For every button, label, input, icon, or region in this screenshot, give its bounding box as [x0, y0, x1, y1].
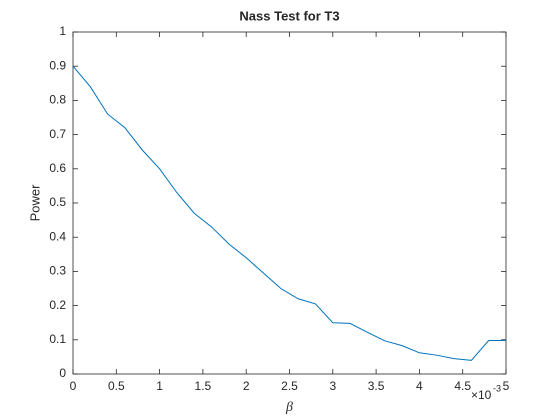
- y-tick-label: 0.5: [49, 195, 66, 209]
- x-tick-label: 2: [243, 379, 250, 393]
- y-tick-label: 0.9: [49, 58, 66, 72]
- x-axis-label: β: [285, 400, 293, 415]
- x-multiplier-base: ×10: [471, 388, 492, 402]
- chart-title: Nass Test for T3: [239, 8, 339, 23]
- x-tick-label: 2.5: [281, 379, 298, 393]
- x-tick-label: 4.5: [454, 379, 471, 393]
- x-tick-label: 3.5: [368, 379, 385, 393]
- x-tick-label: 4: [416, 379, 423, 393]
- line-series: [72, 65, 506, 361]
- x-tick-label: 3: [329, 379, 336, 393]
- y-tick-label: 0.7: [49, 127, 66, 141]
- y-tick-label: 0.4: [49, 229, 66, 243]
- y-tick-label: 0.8: [49, 93, 66, 107]
- y-axis-label: Power: [27, 184, 42, 222]
- x-tick-label: 0: [70, 379, 77, 393]
- x-tick-label: 1: [156, 379, 163, 393]
- x-tick-label: 0.5: [108, 379, 125, 393]
- x-multiplier-exponent: -3: [493, 383, 501, 393]
- y-tick-label: 0.6: [49, 161, 66, 175]
- x-tick-label: 1.5: [195, 379, 212, 393]
- y-tick-label: 0: [59, 366, 66, 380]
- y-tick-label: 0.1: [49, 332, 66, 346]
- y-tick-label: 0.2: [49, 298, 66, 312]
- y-tick-label: 1: [59, 24, 66, 38]
- y-tick-label: 0.3: [49, 264, 66, 278]
- plot-area: [72, 31, 507, 375]
- x-tick-label: 5: [503, 379, 510, 393]
